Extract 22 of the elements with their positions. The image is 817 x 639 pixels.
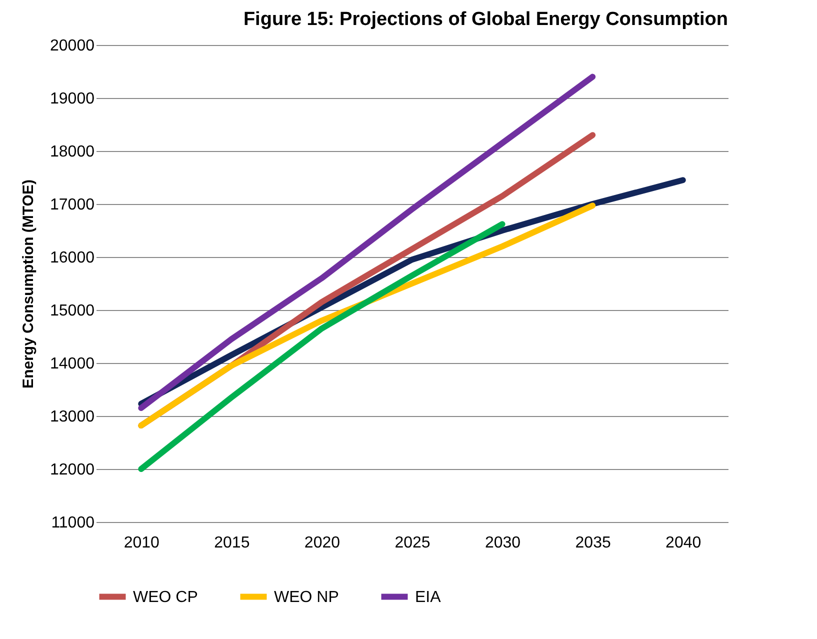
legend-label: WEO NP bbox=[274, 588, 339, 606]
y-tick-label: 16000 bbox=[50, 250, 95, 266]
y-tick-label: 14000 bbox=[50, 356, 95, 372]
legend-label: EIA bbox=[415, 588, 442, 606]
y-tick-label: 13000 bbox=[50, 408, 95, 426]
legend-label: WEO CP bbox=[133, 588, 198, 606]
y-tick-label: 18000 bbox=[50, 144, 95, 160]
x-tick-label: 2010 bbox=[124, 534, 160, 552]
x-tick-label: 2020 bbox=[304, 534, 340, 552]
x-tick-label: 2025 bbox=[394, 534, 430, 552]
y-tick-label: 20000 bbox=[50, 38, 95, 54]
x-tick-label: 2035 bbox=[575, 534, 611, 552]
y-tick-label: 12000 bbox=[50, 462, 95, 478]
y-tick-label: 17000 bbox=[50, 196, 95, 214]
x-tick-label: 2040 bbox=[666, 534, 702, 552]
y-tick-label: 15000 bbox=[50, 302, 95, 320]
x-tick-label: 2030 bbox=[484, 534, 521, 552]
y-tick-label: 11000 bbox=[51, 514, 95, 532]
y-tick-label: 19000 bbox=[50, 90, 95, 108]
chart-title: Figure 15: Projections of Global Energy Consumption bbox=[243, 9, 728, 30]
y-axis-title: Energy Consumption (MTOE) bbox=[20, 180, 38, 388]
x-tick-label: 2015 bbox=[214, 534, 250, 552]
